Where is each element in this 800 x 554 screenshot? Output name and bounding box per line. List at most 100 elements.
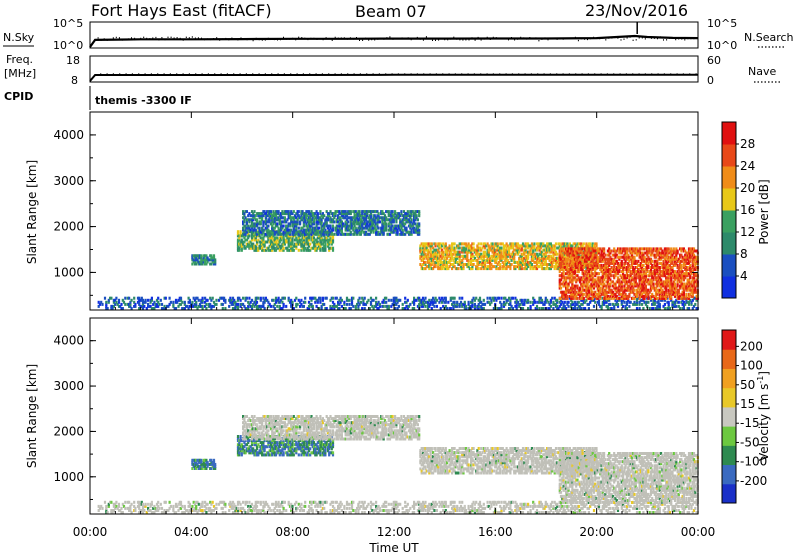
power-cell-1253: [272, 232, 275, 236]
power-cell-2247: [363, 222, 366, 226]
power-cell-4295: [606, 253, 609, 257]
power-cell-632: [478, 300, 482, 304]
power-cell-3302: [535, 248, 539, 252]
power-cell-1401: [304, 242, 307, 246]
power-cell-4420: [618, 257, 621, 261]
power-cell-118: [174, 298, 178, 302]
power-cell-642: [482, 298, 485, 302]
power-cell-1966: [315, 214, 318, 218]
power-cell-1180: [257, 234, 260, 238]
noise-sky-line: [89, 34, 699, 48]
power-cell-1075: [211, 256, 214, 260]
power-cell-2948: [480, 263, 483, 266]
power-cell-3242: [525, 242, 528, 246]
power-cell-1975: [316, 214, 319, 218]
power-cell-2253: [363, 210, 366, 214]
power-cell-2990: [486, 252, 489, 256]
power-cell-4717: [642, 263, 645, 267]
power-cell-4866: [654, 253, 658, 257]
power-cell-867: [613, 304, 616, 308]
power-cell-1240: [271, 248, 274, 252]
power-cell-470: [387, 298, 390, 302]
power-cell-3896: [573, 251, 577, 255]
power-cell-3021: [491, 254, 494, 258]
power-cell-710: [523, 298, 526, 302]
power-cell-1754: [280, 220, 283, 224]
power-cell-2181: [353, 216, 356, 220]
power-cell-1717: [273, 212, 276, 216]
power-cell-1022: [193, 262, 197, 266]
power-cell-4238: [603, 282, 606, 286]
power-cell-974: [675, 298, 678, 302]
power-cell-4280: [605, 257, 608, 261]
power-cell-2537: [411, 210, 414, 214]
power-cell-3410: [552, 254, 555, 258]
power-cell-1954: [314, 230, 317, 234]
power-cell-911: [642, 307, 645, 310]
power-cell-4952: [662, 282, 665, 286]
power-cell-1657: [264, 222, 267, 226]
power-cell-1510: [326, 238, 330, 242]
power-cell-4945: [661, 255, 664, 259]
power-cell-3054: [496, 248, 499, 252]
power-cell-4813: [651, 294, 654, 298]
power-cell-3296: [535, 263, 539, 266]
power-cell-4449: [620, 261, 623, 265]
power-cell-1052: [202, 256, 205, 260]
power-cell-3029: [492, 250, 495, 254]
power-cell-859: [608, 302, 611, 306]
power-cell-2133: [345, 226, 349, 230]
power-cell-1899: [305, 214, 308, 218]
power-cell-1199: [261, 238, 264, 242]
power-cell-2946: [478, 246, 482, 250]
power-cell-3196: [519, 248, 522, 252]
power-cell-3331: [540, 258, 544, 262]
power-cell-238: [244, 298, 247, 302]
power-cell-1421: [307, 236, 311, 240]
power-cell-1812: [291, 232, 294, 236]
power-cell-2364: [381, 210, 384, 214]
power-cell-1396: [302, 238, 305, 242]
power-cell-826: [587, 307, 590, 310]
power-cell-2371: [382, 218, 385, 222]
power-cell-4906: [658, 280, 661, 284]
power-cell-4050: [587, 292, 590, 296]
power-cell-779: [562, 302, 565, 306]
power-cell-2768: [448, 252, 451, 256]
power-cell-1816: [291, 220, 294, 224]
power-cell-638: [481, 307, 484, 310]
power-cell-980: [680, 300, 683, 304]
power-cell-2361: [381, 218, 384, 222]
power-cell-3330: [540, 260, 544, 264]
power-cell-3323: [539, 252, 542, 256]
power-cell-1419: [307, 242, 311, 246]
power-cell-4183: [597, 251, 601, 255]
power-cell-3948: [578, 268, 582, 271]
power-cell-51: [134, 304, 137, 308]
power-cell-2588: [420, 254, 423, 258]
power-cell-1175: [255, 234, 259, 238]
power-cell-1149: [250, 234, 254, 238]
power-cell-1324: [287, 236, 290, 240]
power-cell-4206: [600, 270, 603, 274]
power-cell-4814: [651, 292, 654, 296]
power-cell-4323: [609, 270, 612, 274]
power-cell-245: [248, 302, 251, 306]
power-cell-4933: [661, 296, 664, 300]
power-cell-1385: [301, 246, 304, 250]
power-cell-957: [666, 296, 669, 300]
power-cell-1531: [330, 230, 333, 234]
power-cell-537: [426, 307, 430, 310]
power-cell-3227: [524, 258, 527, 262]
power-cell-2943: [478, 254, 482, 258]
power-cell-1391: [301, 232, 304, 236]
power-cell-2592: [421, 267, 425, 271]
power-cell-4538: [628, 284, 631, 288]
power-cell-3837: [570, 268, 573, 271]
power-cell-4521: [627, 294, 630, 298]
power-cell-2085: [338, 226, 341, 230]
power-cell-652: [492, 307, 495, 310]
power-cell-604: [463, 302, 466, 306]
power-cell-2988: [486, 256, 489, 260]
power-cell-1972: [316, 222, 319, 226]
